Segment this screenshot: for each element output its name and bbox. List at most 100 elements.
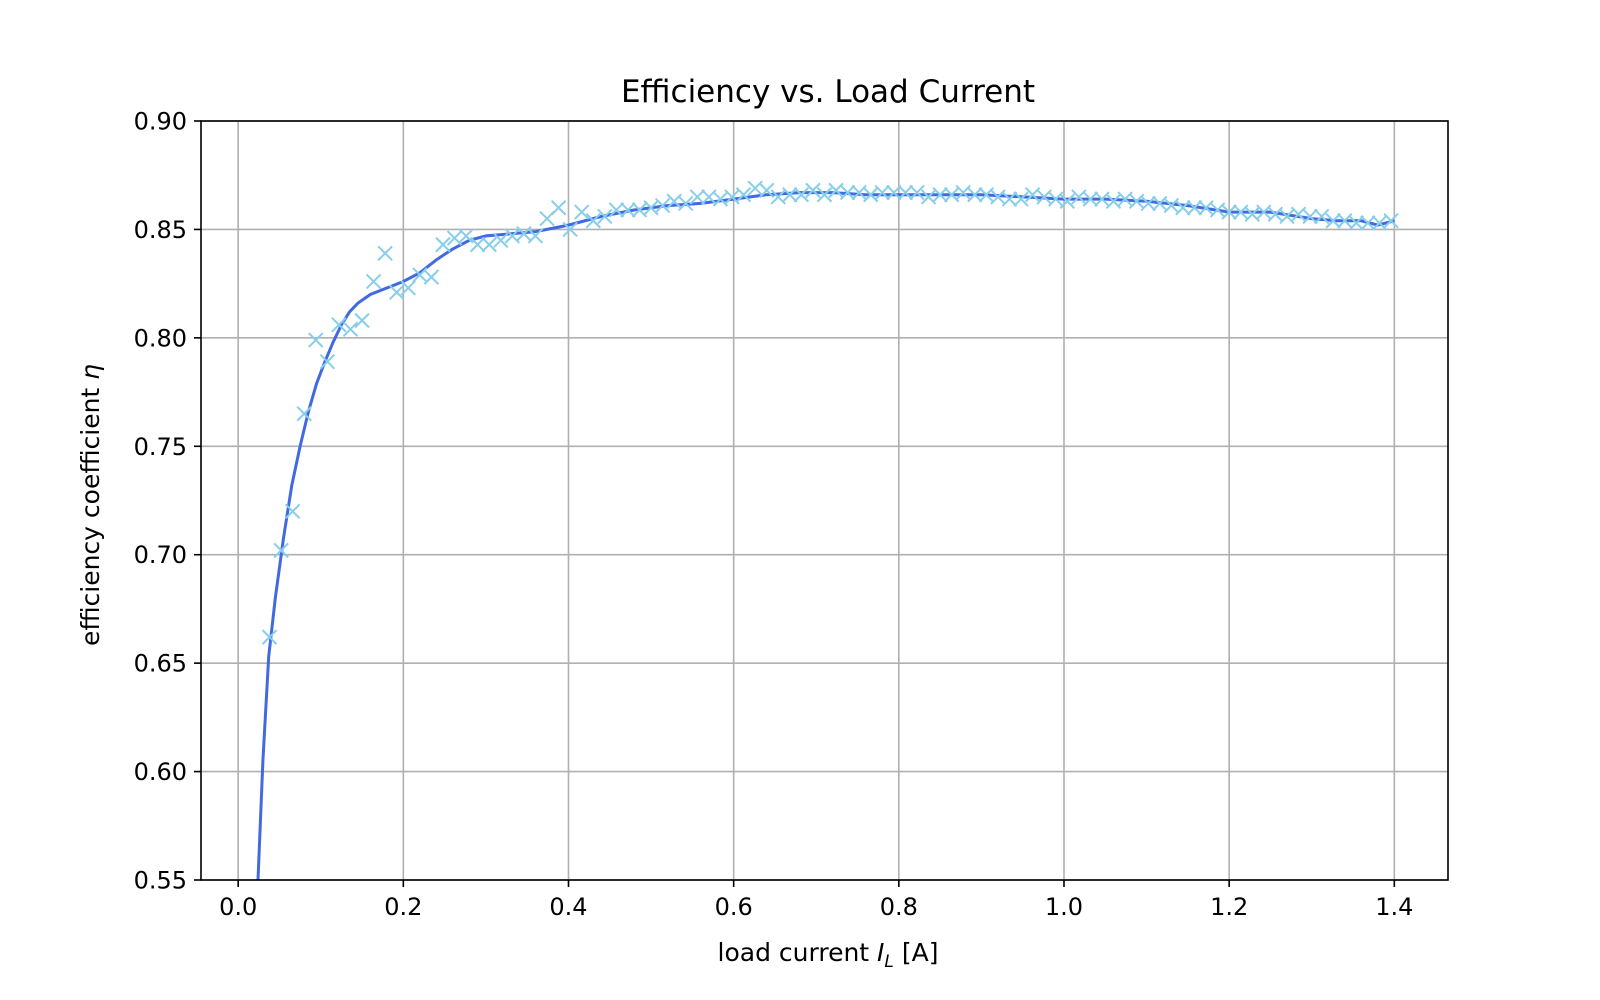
data-point-marker bbox=[1082, 191, 1099, 207]
data-point-marker bbox=[1313, 208, 1330, 225]
data-point-marker bbox=[1140, 195, 1156, 212]
x-axis-label-variable: I bbox=[877, 938, 884, 967]
data-point-marker bbox=[620, 202, 636, 218]
data-point-marker bbox=[400, 280, 416, 296]
marker-stroke bbox=[504, 228, 521, 244]
y-tick-label: 0.70 bbox=[134, 541, 187, 569]
y-tick-label: 0.60 bbox=[134, 758, 187, 786]
grid-layer bbox=[201, 120, 1448, 881]
marker-stroke bbox=[585, 213, 601, 229]
marker-stroke bbox=[1279, 208, 1295, 225]
marker-stroke bbox=[689, 189, 706, 205]
x-tick-label: 1.0 bbox=[1045, 893, 1083, 921]
marker-stroke bbox=[273, 542, 289, 559]
marker-stroke bbox=[735, 187, 752, 203]
y-tick-label: 0.75 bbox=[134, 433, 187, 461]
data-point-marker bbox=[782, 187, 798, 203]
marker-stroke bbox=[597, 208, 613, 225]
markers-layer bbox=[261, 180, 1399, 645]
marker-stroke bbox=[712, 191, 729, 207]
marker-stroke bbox=[1348, 215, 1365, 231]
x-tick-label: 1.4 bbox=[1375, 893, 1413, 921]
marker-stroke bbox=[562, 221, 578, 238]
data-point-marker bbox=[550, 200, 567, 216]
data-point-marker bbox=[308, 332, 324, 348]
fit-line-layer bbox=[256, 191, 1395, 880]
y-axis-label-variable: η bbox=[76, 364, 105, 380]
marker-stroke bbox=[1325, 213, 1341, 229]
y-tick-label: 0.55 bbox=[134, 867, 187, 895]
data-point-marker bbox=[331, 317, 347, 333]
data-point-marker bbox=[1221, 204, 1237, 220]
marker-stroke bbox=[920, 189, 937, 205]
marker-stroke bbox=[527, 228, 544, 244]
marker-stroke bbox=[550, 200, 567, 216]
data-point-marker bbox=[527, 228, 544, 244]
marker-stroke bbox=[863, 187, 879, 203]
marker-stroke bbox=[770, 189, 786, 205]
data-point-marker bbox=[689, 189, 706, 205]
data-point-marker bbox=[354, 312, 370, 329]
marker-stroke bbox=[1140, 195, 1156, 212]
marker-stroke bbox=[620, 202, 636, 218]
y-tick-label: 0.90 bbox=[134, 108, 187, 136]
data-point-marker bbox=[365, 273, 382, 290]
data-point-marker bbox=[839, 184, 856, 201]
marker-stroke bbox=[943, 187, 960, 203]
marker-stroke bbox=[331, 317, 347, 333]
marker-stroke bbox=[377, 245, 393, 261]
data-point-marker bbox=[1348, 215, 1365, 231]
marker-stroke bbox=[1175, 200, 1191, 216]
data-point-marker bbox=[735, 187, 752, 203]
data-point-marker bbox=[1383, 213, 1399, 229]
x-tick-label: 0.2 bbox=[384, 893, 422, 921]
chart-title: Efficiency vs. Load Current bbox=[621, 74, 1035, 110]
marker-stroke bbox=[400, 280, 416, 296]
data-point-marker bbox=[909, 184, 925, 201]
marker-stroke bbox=[805, 182, 821, 199]
marker-stroke bbox=[435, 236, 451, 253]
marker-stroke bbox=[261, 629, 278, 645]
data-point-marker bbox=[1175, 200, 1191, 216]
data-point-marker bbox=[493, 232, 509, 248]
y-tick-label: 0.65 bbox=[134, 650, 187, 678]
data-point-marker bbox=[481, 236, 497, 253]
x-axis-label-subscript: L bbox=[884, 952, 893, 972]
data-point-marker bbox=[932, 187, 948, 203]
x-tick-label: 0.8 bbox=[880, 893, 918, 921]
data-point-marker bbox=[1325, 213, 1341, 229]
data-point-marker bbox=[597, 208, 613, 225]
marker-stroke bbox=[1313, 208, 1330, 225]
marker-stroke bbox=[389, 284, 405, 301]
fit-line bbox=[256, 191, 1395, 880]
data-point-marker bbox=[273, 542, 289, 559]
data-point-marker bbox=[678, 195, 694, 212]
y-axis-label: efficiency coefficient η bbox=[76, 364, 105, 646]
data-point-marker bbox=[389, 284, 405, 301]
marker-stroke bbox=[1013, 191, 1029, 207]
marker-stroke bbox=[446, 230, 463, 246]
data-point-marker bbox=[1186, 200, 1203, 216]
data-point-marker bbox=[886, 184, 902, 201]
marker-stroke bbox=[365, 273, 382, 290]
marker-stroke bbox=[1059, 193, 1076, 209]
marker-stroke bbox=[631, 202, 648, 218]
marker-stroke bbox=[608, 202, 625, 218]
x-axis-label: load current IL [A] bbox=[718, 938, 939, 972]
data-point-marker bbox=[562, 221, 578, 238]
marker-stroke bbox=[308, 332, 324, 348]
marker-stroke bbox=[493, 232, 509, 248]
marker-stroke bbox=[469, 236, 486, 253]
marker-stroke bbox=[1371, 215, 1388, 231]
data-point-marker bbox=[816, 187, 833, 203]
data-point-marker bbox=[793, 187, 810, 203]
data-point-marker bbox=[296, 406, 312, 422]
y-tick-label: 0.85 bbox=[134, 216, 187, 244]
marker-stroke bbox=[1186, 200, 1203, 216]
data-point-marker bbox=[897, 184, 914, 201]
data-point-marker bbox=[1013, 191, 1029, 207]
marker-stroke bbox=[1302, 208, 1318, 225]
data-point-marker bbox=[1302, 208, 1318, 225]
x-tick-label: 0.6 bbox=[715, 893, 753, 921]
